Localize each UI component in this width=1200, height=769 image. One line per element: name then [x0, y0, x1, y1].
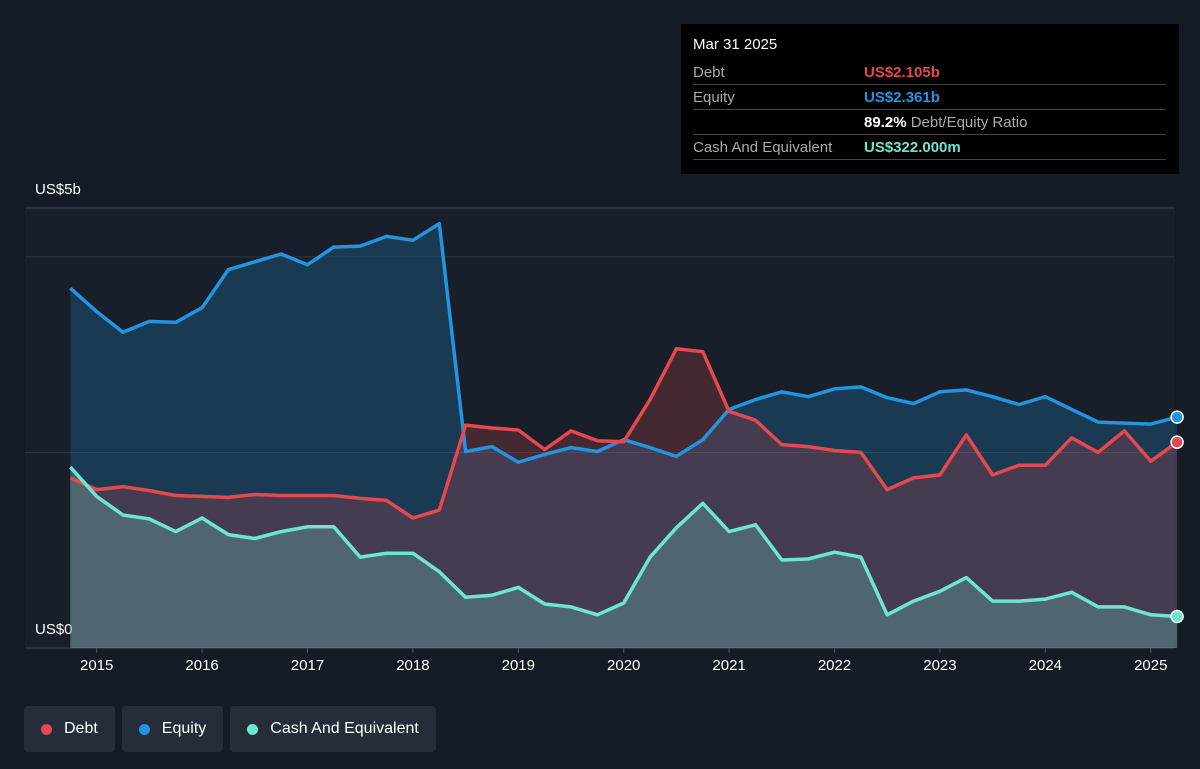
- legend-item[interactable]: Cash And Equivalent: [230, 706, 436, 752]
- x-tick-label: 2021: [712, 657, 745, 674]
- x-tick-label: 2019: [502, 657, 535, 674]
- y-tick-label: US$0: [35, 621, 73, 638]
- x-tick-label: 2015: [80, 657, 113, 674]
- plot-area: [25, 208, 1175, 648]
- legend-label: Equity: [161, 720, 207, 737]
- x-tick-label: 2016: [185, 657, 218, 674]
- x-tick-label: 2017: [291, 657, 324, 674]
- tooltip: Mar 31 2025 Debt US$2.105b Equity US$2.361…: [681, 24, 1179, 174]
- tooltip-ratio-label: Debt/Equity Ratio: [910, 113, 1028, 131]
- tooltip-value: US$2.105b: [864, 63, 940, 81]
- x-tick-label: 2018: [396, 657, 429, 674]
- x-tick-label: 2020: [607, 657, 640, 674]
- legend-label: Cash And Equivalent: [270, 720, 419, 737]
- x-tick-label: 2025: [1134, 657, 1167, 674]
- end-dot: [1170, 410, 1184, 424]
- tooltip-value: US$2.361b: [864, 88, 940, 106]
- area: [70, 467, 1178, 648]
- tooltip-label: Equity: [693, 88, 735, 106]
- legend-label: Debt: [64, 720, 98, 737]
- end-dot: [1170, 435, 1184, 449]
- x-tick-label: 2024: [1029, 657, 1062, 674]
- tooltip-label: Cash And Equivalent: [693, 138, 833, 156]
- x-tick-label: 2022: [818, 657, 851, 674]
- tooltip-date: Mar 31 2025: [693, 36, 778, 53]
- tooltip-row: Debt US$2.105b: [693, 60, 1166, 85]
- series-line: [69, 347, 1179, 520]
- tooltip-ratio: 89.2%: [864, 113, 907, 131]
- legend-swatch: [41, 723, 52, 735]
- x-tick-label: 2023: [923, 657, 956, 674]
- area: [70, 348, 1178, 648]
- series-line: [68, 465, 1178, 619]
- end-dot: [1170, 609, 1184, 624]
- legend-item[interactable]: Debt: [24, 706, 115, 752]
- legend-item[interactable]: Equity: [121, 706, 224, 752]
- tooltip-label: Debt: [693, 63, 725, 81]
- tooltip-row: 89.2% Debt/Equity Ratio: [693, 110, 1166, 135]
- y-tick-label: US$5b: [35, 181, 81, 198]
- tooltip-value: US$322.000m: [864, 138, 961, 156]
- chart: US$0 US$5b 2015 2016 2017 2018 2019 2020 2021 202…: [25, 181, 1184, 674]
- legend-swatch: [247, 723, 259, 735]
- legend: Debt Equity Cash And Equivalent: [24, 706, 436, 752]
- legend-swatch: [138, 723, 150, 735]
- tooltip-row: Equity US$2.361b: [693, 85, 1166, 110]
- tooltip-row: Cash And Equivalent US$322.000m: [693, 135, 1166, 160]
